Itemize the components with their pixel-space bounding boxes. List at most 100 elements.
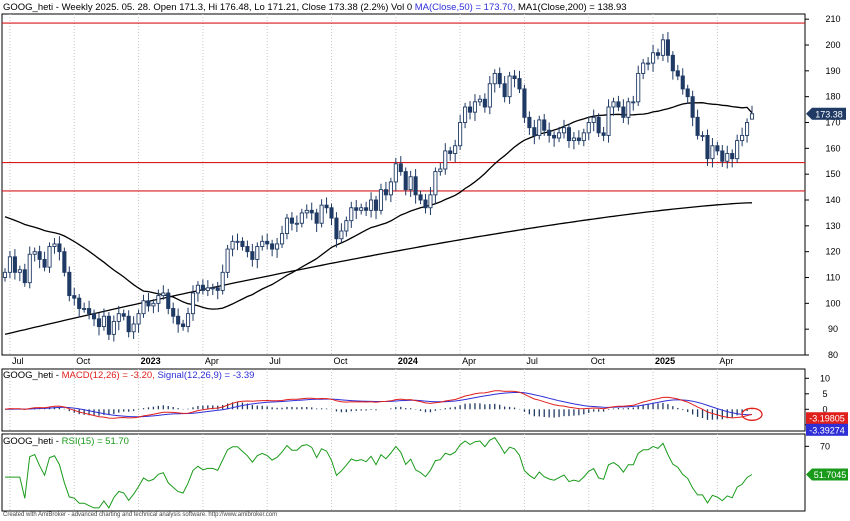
candle-body (636, 72, 641, 103)
rsi-panel-frame (1, 433, 806, 512)
candle-body (87, 308, 92, 315)
candle-body (651, 52, 656, 64)
price-y-tick-label: 190 (825, 66, 840, 76)
candle-body (279, 233, 285, 245)
candle-body (200, 284, 205, 291)
macd-value-label: -3.19805 (809, 414, 845, 424)
x-tick-label: Apr (462, 356, 476, 366)
macd-highlight-circle (741, 407, 763, 421)
candle-body (319, 204, 324, 224)
candle-body (463, 106, 468, 123)
candle-body (453, 145, 458, 154)
candle-body (215, 287, 220, 291)
candle-body (581, 132, 586, 142)
candle-body (141, 300, 146, 315)
rsi-panel-header: GOOG_heti - RSI(15) = 51.70 (3, 436, 129, 447)
signal-value-label: -3.39274 (809, 425, 845, 435)
candle-body (126, 315, 131, 333)
candle-body (121, 313, 126, 317)
candle-body (418, 194, 423, 201)
candle-body (77, 297, 82, 309)
price-y-tick-label: 180 (825, 92, 840, 102)
candle-body (190, 292, 196, 315)
candle-body (408, 176, 413, 191)
price-y-tick-label: 130 (825, 221, 840, 231)
candle-body (230, 240, 235, 250)
candle-body (166, 292, 171, 309)
candle-body (557, 132, 562, 139)
candle-body (42, 258, 47, 268)
x-tick-label: 2024 (398, 356, 418, 366)
candle-body (393, 163, 398, 183)
candle-body (116, 313, 121, 322)
candle-body (601, 132, 606, 136)
candle-body (552, 134, 557, 139)
candle-body (606, 106, 611, 136)
candle-body (502, 83, 507, 98)
candle-body (378, 189, 384, 211)
candle-body (309, 209, 314, 214)
signal-line (4, 391, 753, 418)
candle-body (96, 318, 102, 328)
candle-body (611, 101, 616, 108)
price-panel-header: GOOG_heti - Weekly 2025. 05. 28. Open 17… (3, 2, 627, 14)
macd-header-macd: MACD(12,26) = -3.20, (61, 370, 155, 381)
price-y-tick-label: 210 (825, 14, 840, 24)
candle-body (646, 62, 651, 65)
macd-y-tick-label: 0 (822, 404, 827, 414)
candle-body (62, 251, 67, 273)
candle-body (289, 217, 294, 224)
candle-body (195, 284, 200, 294)
candle-body (304, 209, 309, 214)
x-tick-label: 2025 (655, 356, 675, 366)
last-price-marker (806, 107, 846, 120)
credit-text: Created with AmiBroker - advanced charti… (3, 512, 278, 518)
candle-body (547, 129, 552, 136)
candle-body (2, 271, 8, 278)
price-y-tick-label: 170 (825, 118, 840, 128)
candle-body (235, 240, 240, 243)
candle-body (532, 127, 537, 136)
candle-body (339, 230, 344, 240)
price-y-tick-label: 80 (828, 350, 838, 360)
candle-body (537, 119, 542, 136)
candle-body (700, 134, 705, 137)
candle-body (670, 54, 675, 72)
candle-body (47, 246, 52, 268)
candle-body (675, 70, 680, 77)
candle-body (497, 72, 502, 85)
candle-body (364, 207, 369, 211)
candle-body (334, 217, 339, 240)
candle-body (433, 171, 438, 196)
candle-body (146, 300, 151, 307)
candle-body (111, 320, 116, 335)
macd-panel-frame (1, 368, 806, 432)
candle-body (57, 243, 62, 253)
candle-body (156, 295, 161, 304)
candle-body (131, 323, 136, 333)
price-y-tick-label: 90 (828, 324, 838, 334)
candle-body (37, 251, 42, 260)
candle-body (7, 256, 12, 273)
candle-body (443, 150, 448, 170)
candle-body (655, 52, 661, 56)
candle-body (176, 315, 181, 325)
x-tick-label: 2023 (141, 356, 161, 366)
candle-body (566, 127, 572, 142)
candle-body (665, 39, 670, 56)
macd-line (4, 390, 753, 419)
candle-body (641, 62, 646, 74)
candle-body (690, 96, 695, 118)
candle-body (735, 140, 740, 160)
candle-body (448, 150, 453, 154)
signal-value-marker (806, 423, 848, 436)
candle-body (270, 243, 275, 250)
candle-body (522, 88, 527, 118)
rsi-value-label: 51.7045 (814, 470, 847, 480)
candle-body (561, 127, 567, 134)
candle-body (299, 212, 304, 224)
candle-body (67, 271, 72, 297)
candle-body (705, 134, 710, 160)
candle-body (82, 308, 87, 310)
